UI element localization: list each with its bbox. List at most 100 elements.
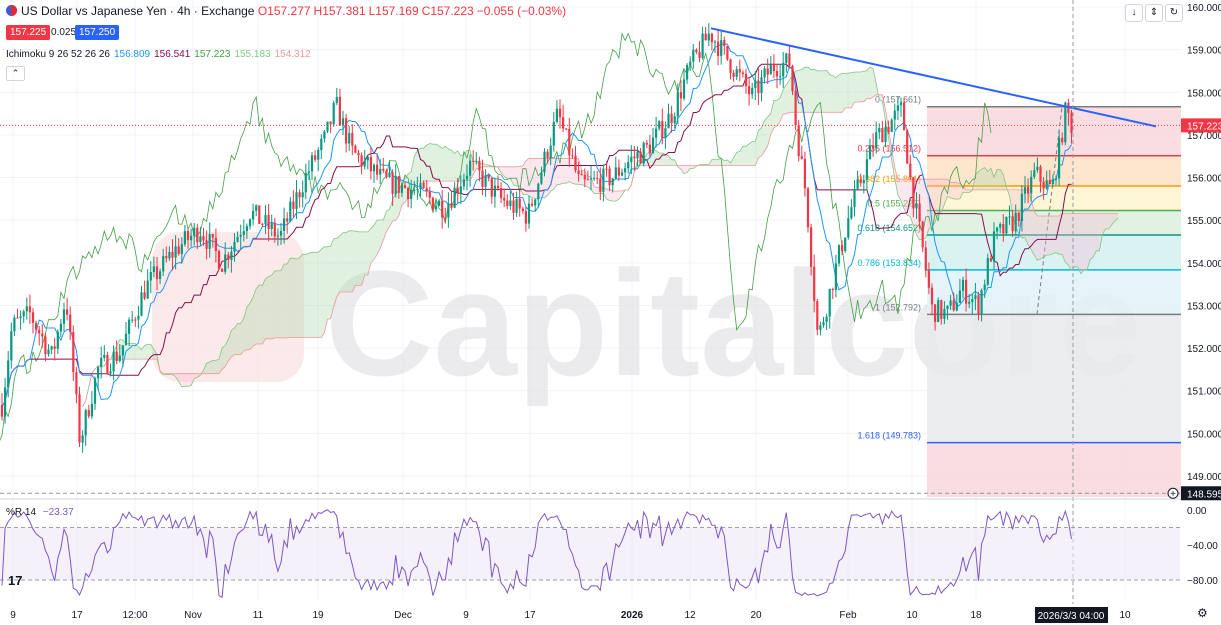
gear-icon[interactable]: ⚙ [1197,606,1208,620]
collapse-indicators-button[interactable]: ⌃ [6,66,25,81]
candle-body [242,231,245,235]
candle-body [314,155,317,160]
candle-body [112,351,115,372]
candle-body [676,92,679,117]
candle-body [441,200,444,218]
cloud-segment [277,270,281,338]
candle-body [1045,180,1048,189]
candle-body [943,308,946,319]
symbol-title[interactable]: US Dollar vs Japanese Yen · 4h · Exchang… [21,4,255,18]
candle-body [531,203,534,206]
candle-body [655,128,658,138]
cloud-segment [253,288,257,347]
cloud-segment [389,199,393,227]
candle-body [785,53,788,63]
candle-body [183,231,186,245]
cloud-segment [994,169,998,190]
candle-body [357,152,360,156]
cloud-segment [370,225,374,263]
candle-body [831,288,834,290]
cloud-segment [386,209,390,232]
cloud-segment [126,343,130,360]
wr-tick-label: −80.00 [1187,576,1218,587]
scroll-down-icon[interactable]: ↓ [1125,4,1143,22]
candle-body [335,96,338,103]
candle-body [100,357,103,368]
cloud-segment [336,235,340,297]
candle-body [574,155,577,171]
trendline[interactable] [0,0,1180,605]
cloud-segment [826,70,830,113]
cloud-segment [953,182,957,200]
cloud-segment [873,68,877,97]
cursor-time-tag [1035,607,1108,623]
candle-body [168,251,171,259]
candle-body [438,200,441,206]
cloud-segment [1031,200,1035,256]
candle-body [19,316,22,318]
candle-body [506,200,509,207]
candle-body [109,371,112,374]
cloud-segment [414,150,418,188]
candle-body [44,336,47,355]
candle-body [323,131,326,139]
candle-body [952,300,955,311]
candle-body [682,79,686,99]
candle-body [1023,187,1027,194]
candle-body [546,151,549,158]
time-axis[interactable]: 9 17 12:00 Nov 11 19 Dec 9 17 2026 12 20 Feb 10 18 10 20… [0,604,1221,625]
wr-tick-label: −40.00 [1187,541,1218,552]
cloud-segment [1062,213,1066,263]
price-axis[interactable]: 160.000 159.000 158.000 157.000 156.000 155.0… [1167,0,1221,604]
cloud-segment [346,230,350,292]
candle-body [493,185,496,197]
cloud-segment [284,263,288,338]
candle-body [416,189,419,191]
cloud-segment [560,158,564,185]
tradingview-logo-icon[interactable]: 17 [8,573,23,588]
refresh-icon[interactable]: ↻ [1165,4,1183,22]
cloud-segment [742,146,746,166]
chikou-span-line [0,32,992,441]
candle-body [903,102,906,131]
candle-body [276,235,279,237]
candle-body [180,244,183,254]
buy-price-button[interactable]: 157.250 [75,25,120,40]
cloud-segment [274,270,278,338]
cloud-segment [1043,216,1047,258]
time-tick-label: 10 [906,610,918,621]
cloud-segment [225,339,229,367]
cloud-segment [209,360,213,374]
cloud-segment [615,190,619,202]
sell-price-button[interactable]: 157.225 [6,25,51,40]
ichimoku-legend[interactable]: Ichimoku 9 26 52 26 26 156.809 156.541 157.… [6,49,311,60]
candle-body [980,290,983,314]
candle-body [453,187,456,208]
candle-body [292,201,295,209]
candle-body [270,223,273,229]
cloud-segment [724,159,728,166]
time-tick-label: 19 [312,610,324,621]
candle-body [841,245,844,251]
candle-body [853,188,856,208]
candle-body [341,118,345,126]
candle-body [661,121,664,139]
cloud-segment [556,158,560,185]
candle-body [782,62,785,77]
cloud-segment [237,323,241,355]
cloud-segment [612,190,616,202]
expand-icon[interactable]: ⇕ [1145,4,1163,22]
axis-background [1181,0,1221,604]
kijun-sen-line [1,63,1072,408]
cloud-segment [656,150,660,166]
time-tick-label: 18 [970,610,982,621]
williams-r-legend[interactable]: %R 14 −23.37 [6,507,74,518]
candle-body [434,205,438,210]
cloud-segment [184,373,188,387]
cloud-segment [997,169,1001,190]
cloud-segment [147,344,151,360]
candle-body [636,151,639,159]
candle-body [403,185,407,188]
cloud-segment [1065,213,1069,266]
